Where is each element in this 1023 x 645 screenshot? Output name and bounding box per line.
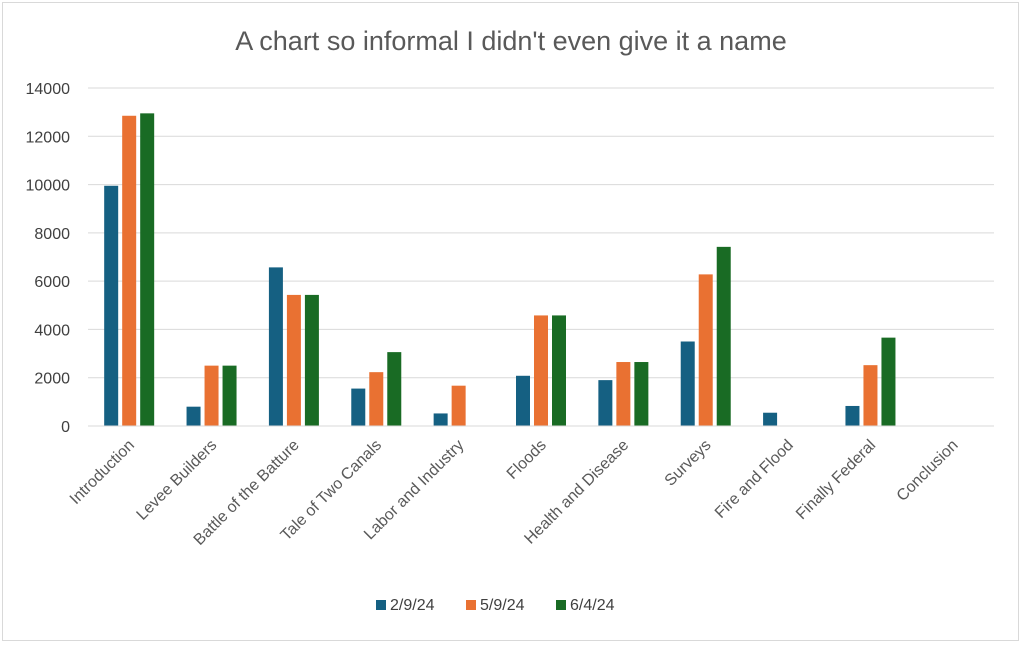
legend-swatch: [376, 600, 386, 610]
bar-5-9-24-tale-of-two-canals: [369, 372, 384, 426]
y-tick-label: 6000: [34, 274, 70, 291]
y-tick-label: 8000: [34, 226, 70, 243]
y-tick-label: 0: [61, 419, 70, 436]
bar-2-9-24-fire-and-flood: [763, 412, 778, 426]
y-tick-label: 4000: [34, 322, 70, 339]
bar-2-9-24-introduction: [104, 185, 119, 426]
bar-2-9-24-floods: [516, 375, 530, 426]
bar-6-4-24-health-and-disease: [634, 362, 649, 426]
bar-2-9-24-tale-of-two-canals: [351, 388, 366, 426]
chart-title: A chart so informal I didn't even give i…: [235, 26, 786, 56]
legend-swatch: [466, 600, 476, 610]
bar-5-9-24-health-and-disease: [616, 362, 631, 426]
y-tick-label: 10000: [26, 178, 71, 195]
y-axis-ticks: 0 2000 4000 6000 8000 10000 12000 14000: [26, 81, 71, 436]
bar-5-9-24-labor-and-industry: [451, 385, 466, 426]
bar-6-4-24-battle-of-the-batture: [304, 294, 319, 426]
gridlines: [88, 87, 994, 379]
y-tick-label: 14000: [26, 81, 71, 98]
bar-6-4-24-floods: [552, 315, 566, 426]
legend: 2/9/24 5/9/24 6/4/24: [376, 597, 615, 614]
bar-5-9-24-levee-builders: [204, 365, 219, 426]
bar-2-9-24-battle-of-the-batture: [268, 267, 283, 426]
bar-2-9-24-levee-builders: [186, 406, 201, 426]
x-category-label: Finally Federal: [793, 437, 879, 523]
legend-label: 5/9/24: [480, 597, 525, 614]
bar-5-9-24-surveys: [698, 274, 713, 426]
bar-6-4-24-levee-builders: [222, 365, 237, 426]
bar-6-4-24-surveys: [716, 246, 731, 426]
y-tick-label: 12000: [26, 129, 71, 146]
bar-5-9-24-introduction: [122, 115, 137, 426]
x-category-label: Levee Builders: [134, 437, 221, 524]
bars: [104, 113, 896, 426]
x-category-label: Fire and Flood: [712, 437, 797, 522]
bar-6-4-24-finally-federal: [881, 337, 896, 426]
y-tick-label: 2000: [34, 371, 70, 388]
bar-2-9-24-surveys: [680, 341, 695, 426]
bar-6-4-24-introduction: [140, 113, 155, 426]
x-category-label: Floods: [504, 437, 550, 483]
bar-5-9-24-battle-of-the-batture: [286, 294, 301, 426]
bar-2-9-24-labor-and-industry: [433, 413, 448, 426]
bar-5-9-24-finally-federal: [863, 365, 878, 426]
legend-label: 2/9/24: [390, 597, 435, 614]
legend-swatch: [556, 600, 566, 610]
legend-label: 6/4/24: [570, 597, 615, 614]
bar-6-4-24-tale-of-two-canals: [387, 352, 402, 426]
bar-2-9-24-health-and-disease: [598, 380, 613, 426]
bar-5-9-24-floods: [534, 315, 548, 426]
bar-2-9-24-finally-federal: [845, 405, 860, 426]
x-category-label: Surveys: [662, 437, 715, 490]
x-category-label: Introduction: [67, 437, 138, 508]
x-category-label: Conclusion: [894, 437, 962, 505]
